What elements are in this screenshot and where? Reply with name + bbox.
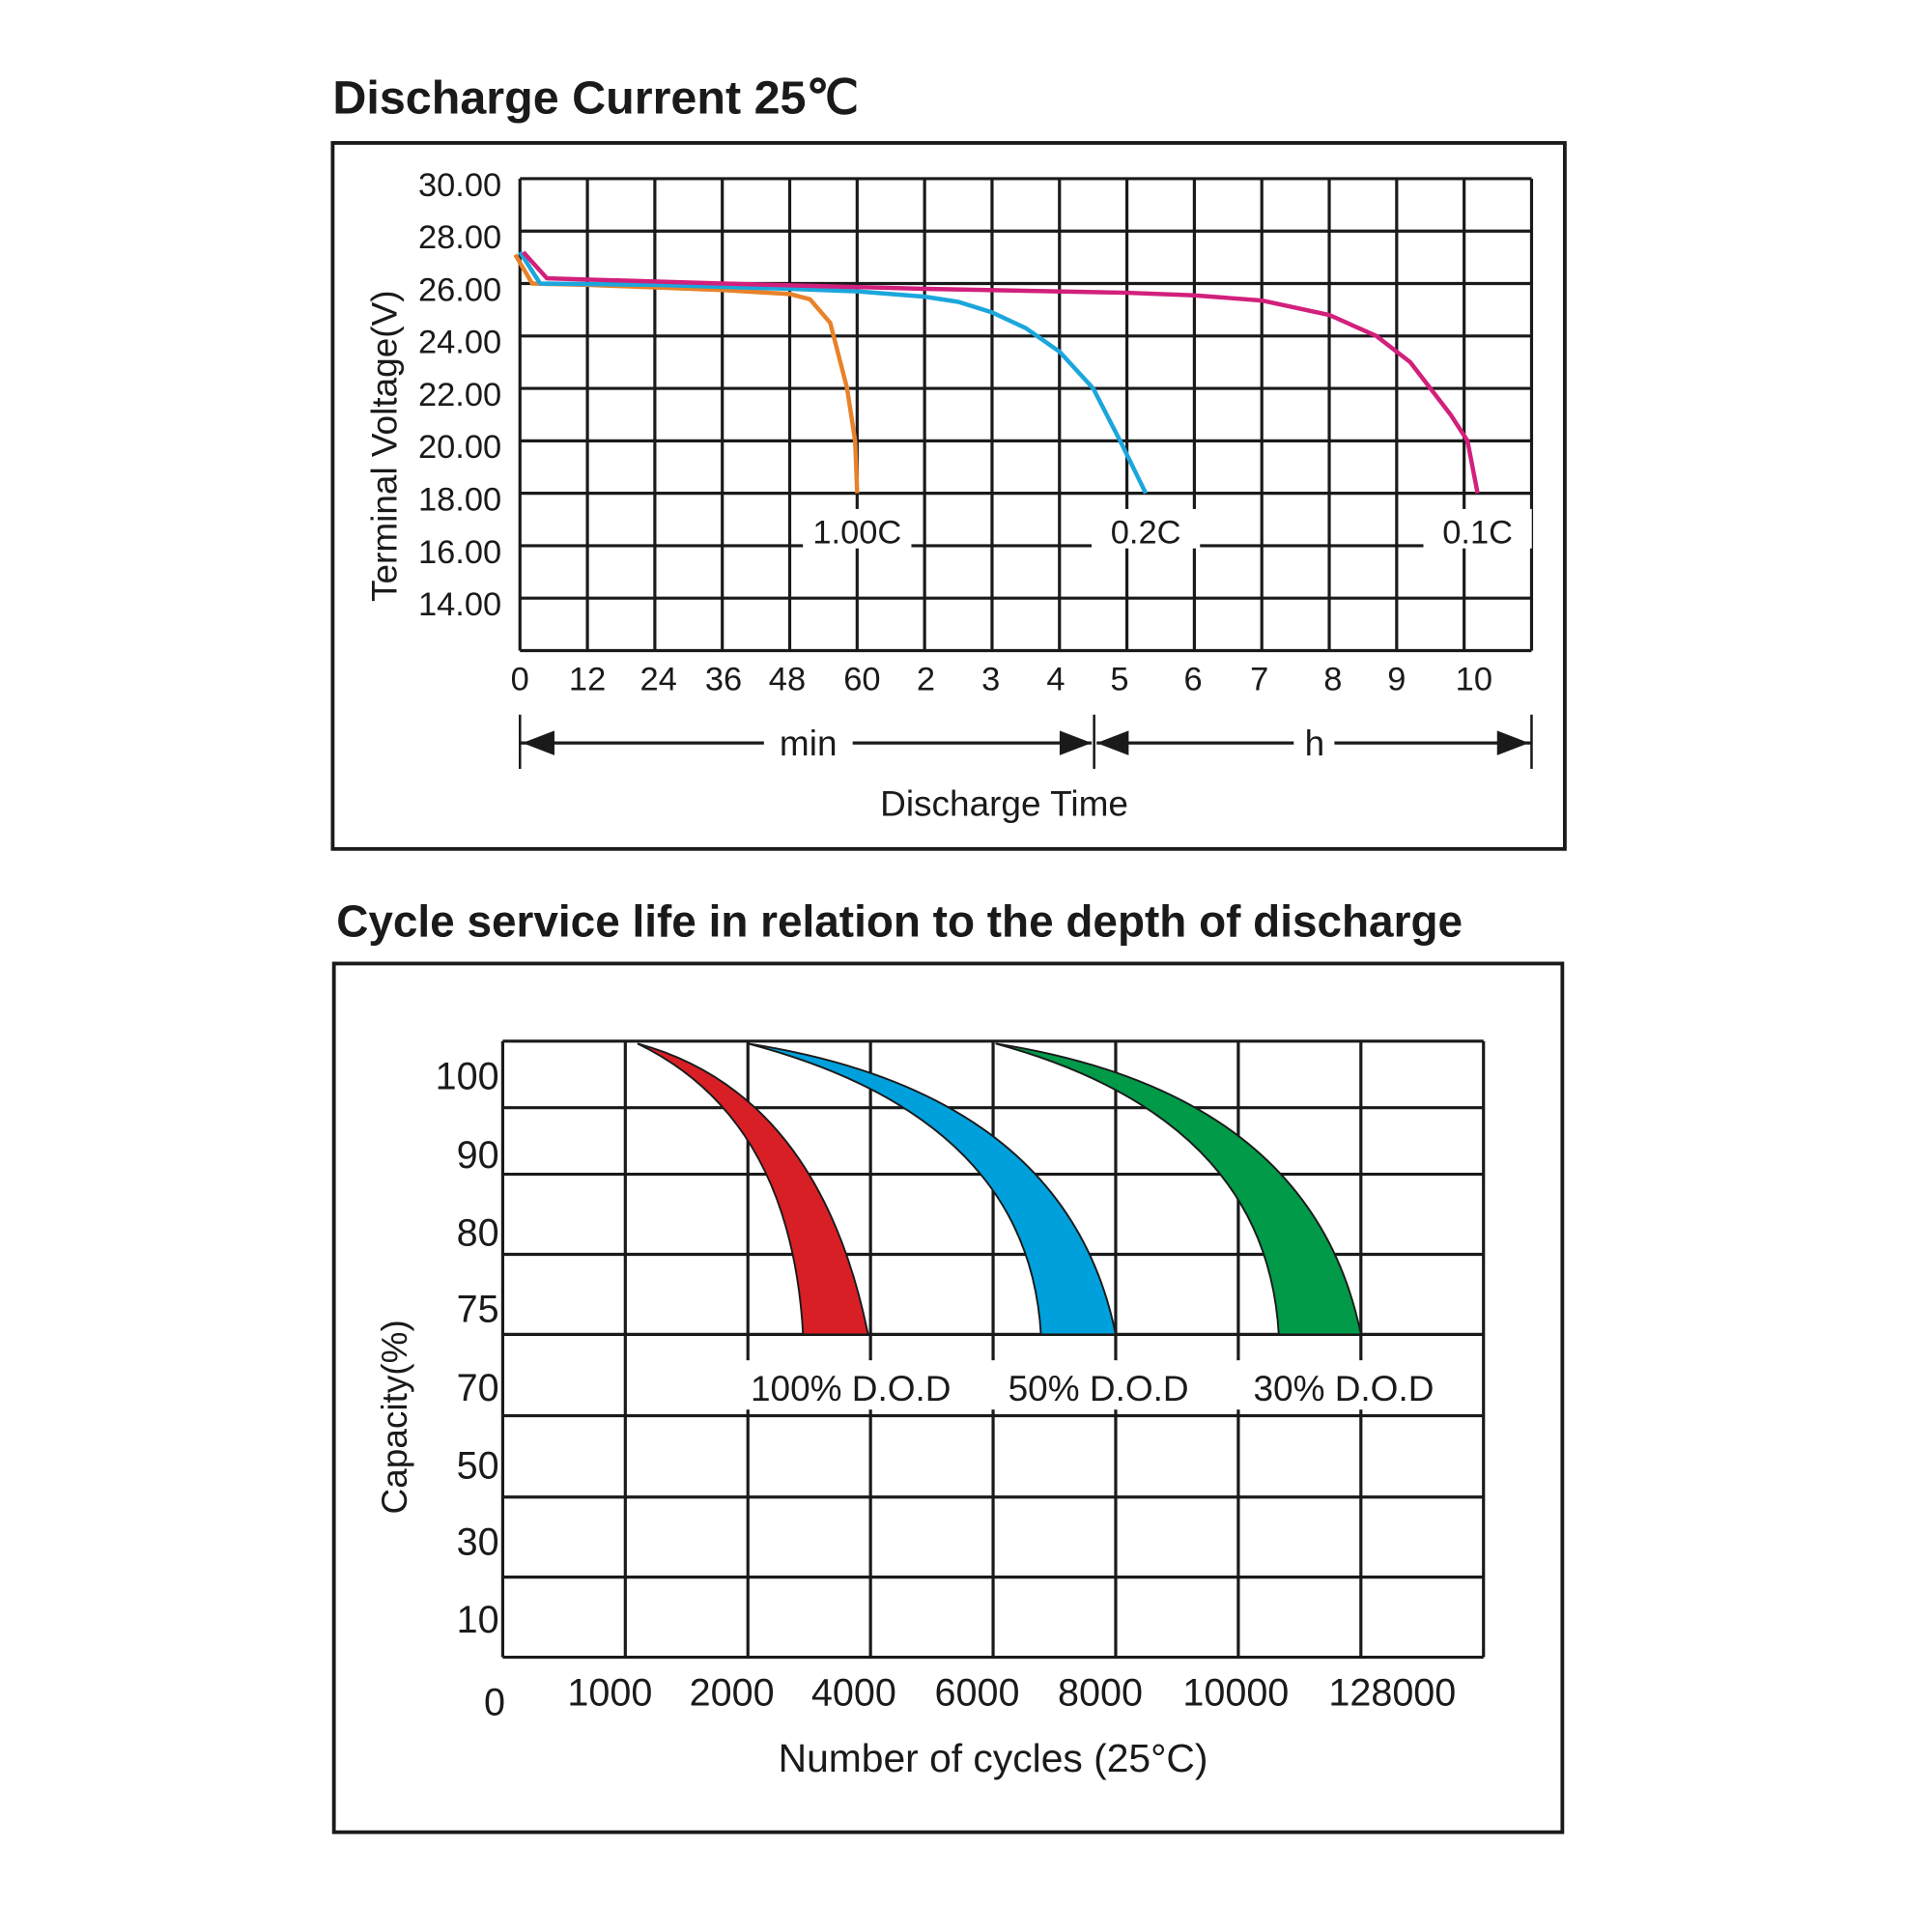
- y-tick-label: 26.00: [418, 271, 501, 308]
- series-label: 100% D.O.D: [751, 1369, 952, 1408]
- dod-band-100DOD: [637, 1042, 869, 1336]
- series-label-bg: [1092, 508, 1201, 549]
- chart1-ylabel: Terminal Voltage(V): [365, 290, 405, 602]
- chart2-frame: [331, 961, 1565, 1834]
- series-line-0.1C: [522, 250, 1480, 495]
- y-tick-label: 70: [457, 1367, 499, 1409]
- x-tick-label: 10: [1456, 661, 1492, 697]
- x-tick-label: 48: [769, 661, 806, 697]
- series-label: 0.1C: [1442, 514, 1513, 551]
- x-tick-label: 9: [1387, 661, 1406, 697]
- x-tick-label: 7: [1250, 661, 1268, 697]
- x-tick-label: 5: [1110, 661, 1128, 697]
- series-label-bg: [803, 508, 912, 549]
- arrowhead-icon: [1059, 730, 1093, 755]
- series-label: 0.2C: [1111, 514, 1181, 551]
- y-tick-label: 50: [457, 1445, 499, 1488]
- chart2-xlabel: Number of cycles (25°C): [779, 1736, 1208, 1780]
- y-tick-label: 16.00: [418, 534, 501, 571]
- y-tick-label: 14.00: [418, 586, 501, 623]
- min-segment-label: min: [780, 724, 838, 763]
- y-tick-label: 10: [457, 1599, 499, 1641]
- x-tick-label: 1000: [567, 1671, 652, 1714]
- x-tick-label: 4: [1046, 661, 1065, 697]
- x-tick-label: 128000: [1328, 1671, 1456, 1714]
- x-tick-label: 36: [705, 661, 742, 697]
- h-segment-label: h: [1305, 724, 1325, 763]
- y-tick-label: 20.00: [418, 429, 501, 466]
- arrowhead-icon: [1096, 730, 1129, 755]
- y-tick-label: 90: [457, 1134, 499, 1177]
- chart1-title: Discharge Current 25℃: [332, 71, 859, 124]
- chart2-ylabel: Capacity(%): [375, 1320, 414, 1514]
- x-tick-label: 10000: [1182, 1671, 1289, 1714]
- dod-band-50DOD: [747, 1042, 1118, 1336]
- y-tick-label: 75: [457, 1289, 499, 1331]
- y-tick-label: 24.00: [418, 325, 501, 361]
- x-tick-label: 8000: [1058, 1671, 1143, 1714]
- y-tick-label: 100: [436, 1056, 499, 1098]
- arrowhead-icon: [522, 730, 554, 755]
- series-label-bg: [1235, 1360, 1453, 1410]
- chart2-title: Cycle service life in relation to the de…: [336, 895, 1463, 946]
- discharge-chart: 30.00 28.00 26.00 24.00 22.00 20.00 18.00 16.00…: [418, 167, 1534, 769]
- x-tick-label: 6000: [935, 1671, 1020, 1714]
- series-label-bg: [1423, 508, 1532, 549]
- x-tick-label: 3: [981, 661, 1000, 697]
- x-tick-label: 24: [640, 661, 677, 697]
- arrowhead-icon: [1496, 730, 1529, 755]
- y-tick-label: 22.00: [418, 377, 501, 413]
- chart1-frame: [330, 141, 1567, 851]
- x-tick-label: 0: [511, 661, 529, 697]
- y-tick-label: 18.00: [418, 481, 501, 518]
- x-tick-label: 12: [569, 661, 606, 697]
- chart1-xlabel: Discharge Time: [880, 783, 1128, 823]
- series-label: 50% D.O.D: [1009, 1369, 1189, 1408]
- y-tick-label: 30.00: [418, 167, 501, 204]
- x-tick-label: 8: [1323, 661, 1342, 697]
- y-tick-label: 0: [484, 1682, 505, 1724]
- x-tick-label: 60: [843, 661, 880, 697]
- series-label: 30% D.O.D: [1253, 1369, 1434, 1408]
- series-label: 1.00C: [812, 514, 901, 551]
- series-label-bg: [742, 1360, 959, 1410]
- x-tick-label: 2: [917, 661, 935, 697]
- series-label-bg: [989, 1360, 1208, 1410]
- y-tick-label: 30: [457, 1521, 499, 1564]
- x-tick-label: 4000: [811, 1671, 896, 1714]
- y-tick-label: 28.00: [418, 219, 501, 256]
- dod-band-30DOD: [995, 1042, 1362, 1336]
- y-tick-label: 80: [457, 1212, 499, 1255]
- x-tick-label: 2000: [690, 1671, 775, 1714]
- x-tick-label: 6: [1184, 661, 1203, 697]
- series-line-0.2C: [518, 250, 1149, 495]
